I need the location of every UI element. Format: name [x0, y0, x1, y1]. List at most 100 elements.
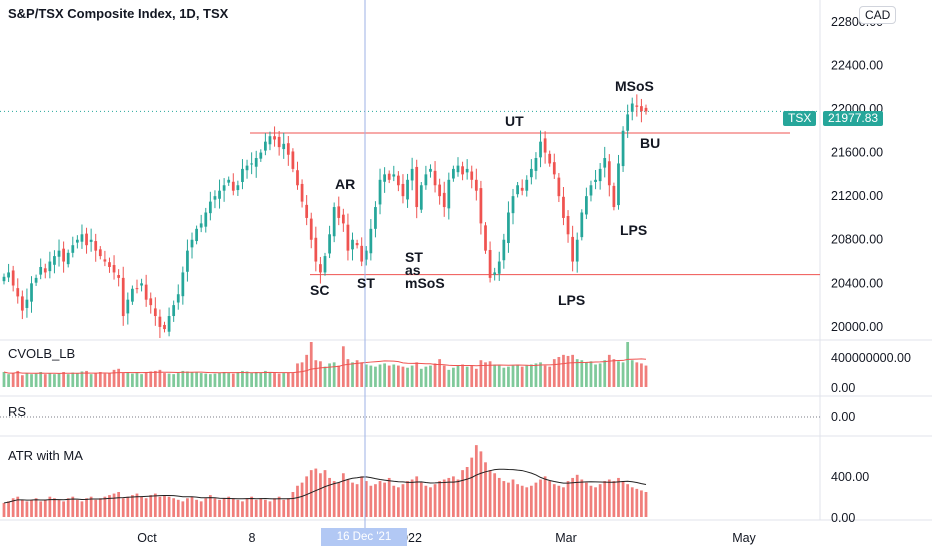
- atr-ma-line: [3, 468, 647, 504]
- volume-bar: [121, 373, 125, 387]
- crosshair-date-label: 16 Dec '21: [321, 528, 407, 546]
- candle-body: [488, 249, 492, 278]
- candle-body: [66, 252, 70, 265]
- price-tick-label: 21200.00: [831, 189, 883, 203]
- atr-bar: [236, 499, 240, 517]
- candle-body: [392, 174, 396, 177]
- volume-bar: [383, 363, 386, 387]
- atr-bar: [291, 492, 295, 517]
- atr-bar: [282, 499, 286, 517]
- atr-bar: [126, 496, 130, 517]
- candle-body: [465, 168, 469, 173]
- candle-body: [351, 239, 354, 250]
- candle-body: [39, 266, 43, 275]
- atr-bar: [374, 484, 377, 517]
- volume-bar: [484, 362, 487, 387]
- atr-bar: [222, 498, 226, 517]
- candle-body: [273, 136, 276, 140]
- atr-bar: [296, 485, 299, 517]
- atr-bar: [254, 499, 258, 517]
- atr-bar: [190, 496, 194, 517]
- atr-bar: [176, 499, 180, 517]
- currency-button[interactable]: CAD: [859, 6, 897, 24]
- atr-bar: [300, 482, 304, 517]
- candle-body: [511, 196, 515, 214]
- volume-tick-label: 0.00: [831, 381, 855, 395]
- horizontal-levels: [250, 132, 820, 276]
- atr-bar: [39, 501, 43, 517]
- candle-body: [566, 215, 570, 235]
- volume-bar: [552, 359, 556, 387]
- atr-bar: [277, 496, 281, 517]
- candle-body: [328, 234, 331, 254]
- volume-bar: [250, 373, 254, 387]
- atr-bar: [48, 496, 52, 517]
- price-tick-label: 22400.00: [831, 58, 883, 72]
- atr-bar: [571, 477, 575, 517]
- volume-bar: [227, 373, 231, 387]
- candle-body: [85, 233, 88, 246]
- volume-tick-label: 400000000.00: [831, 351, 911, 365]
- candle-body: [195, 228, 198, 242]
- volume-bar: [199, 373, 203, 387]
- candle-body: [204, 212, 208, 227]
- atr-bar: [452, 476, 455, 517]
- candle-body: [314, 237, 318, 262]
- atr-bar: [167, 496, 171, 517]
- volume-bars: [2, 342, 648, 387]
- volume-bar: [2, 372, 6, 387]
- volume-bar: [80, 371, 84, 387]
- atr-bar: [98, 498, 102, 517]
- candle-body: [250, 163, 254, 165]
- candle-body: [227, 179, 231, 183]
- candle-body: [607, 161, 611, 186]
- atr-bar: [11, 498, 15, 517]
- atr-pane-label[interactable]: ATR with MA: [8, 448, 83, 463]
- volume-bar: [429, 365, 432, 387]
- volume-bar: [43, 374, 47, 387]
- volume-bar: [34, 373, 38, 387]
- rs-pane-label[interactable]: RS: [8, 404, 27, 419]
- volume-bar: [497, 365, 501, 387]
- atr-bar: [121, 498, 125, 517]
- volume-bar: [598, 363, 602, 387]
- volume-bar: [470, 365, 474, 387]
- atr-bar: [438, 481, 442, 517]
- atr-bar: [392, 485, 396, 517]
- atr-bar: [369, 485, 373, 517]
- volume-bar: [218, 373, 221, 387]
- atr-bar: [346, 479, 350, 517]
- volume-bar: [630, 360, 634, 387]
- annotation-sc: SC: [310, 282, 330, 298]
- atr-bar: [351, 482, 354, 517]
- atr-bar: [186, 498, 189, 517]
- volume-bar: [62, 372, 65, 387]
- atr-bar: [337, 482, 341, 517]
- candle-body: [470, 171, 474, 180]
- candle-body: [11, 270, 15, 286]
- atr-bar: [112, 493, 116, 517]
- volume-bar: [452, 367, 455, 387]
- atr-tick-label: 400.00: [831, 470, 869, 484]
- atr-bar: [360, 476, 364, 517]
- volume-bar: [241, 370, 244, 387]
- atr-bar: [53, 498, 56, 517]
- candle-body: [520, 187, 524, 191]
- volume-bar: [447, 369, 451, 387]
- volume-bar: [20, 375, 24, 387]
- price-tick-label: 20800.00: [831, 233, 883, 247]
- candle-body: [264, 141, 267, 151]
- volume-pane-label[interactable]: CVOLB_LB: [8, 346, 76, 361]
- candle-body: [186, 250, 189, 272]
- candle-body: [167, 316, 171, 332]
- candle-body: [80, 234, 84, 242]
- annotation-as: as: [405, 262, 421, 278]
- volume-bar: [131, 373, 134, 387]
- atr-bar: [158, 496, 162, 517]
- volume-bar: [341, 346, 345, 387]
- candle-body: [589, 185, 593, 196]
- volume-bar: [539, 362, 542, 387]
- volume-bar: [30, 374, 33, 387]
- atr-bar: [557, 485, 561, 517]
